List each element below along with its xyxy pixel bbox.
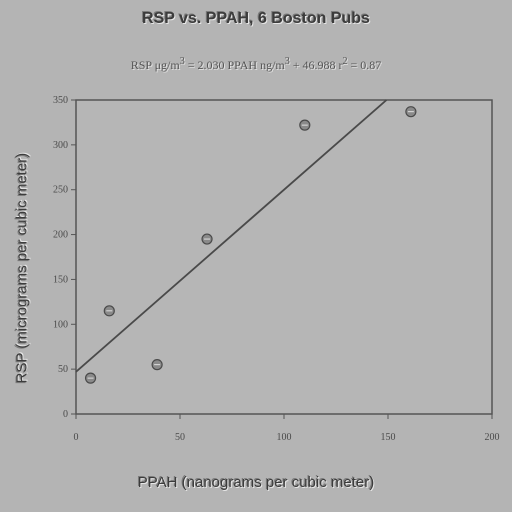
regression-line-group bbox=[75, 99, 388, 373]
y-axis-label: RSP (micrograms per cubic meter) bbox=[13, 152, 31, 384]
y-tick-label: 150 bbox=[53, 274, 68, 285]
data-point bbox=[84, 372, 97, 384]
chart-title: RSP vs. PPAH, 6 Boston Pubs bbox=[142, 10, 370, 27]
plot-area bbox=[75, 99, 493, 415]
data-point bbox=[405, 106, 417, 118]
equation-sup-2: 3 bbox=[284, 56, 290, 67]
data-point bbox=[201, 233, 213, 245]
y-tick-label: 100 bbox=[53, 319, 68, 330]
data-point bbox=[299, 119, 311, 131]
x-tick-label: 0 bbox=[74, 432, 79, 443]
y-tick-label: 350 bbox=[53, 95, 68, 106]
y-tick-label: 50 bbox=[58, 364, 68, 375]
x-tick-label: 150 bbox=[381, 432, 396, 443]
data-point bbox=[151, 359, 163, 371]
regression-equation: RSP μg/m3 = 2.030 PPAH ng/m3 + 46.988 r2… bbox=[0, 56, 512, 73]
x-tick-label: 100 bbox=[277, 432, 292, 443]
equation-sup-3: 2 bbox=[342, 56, 348, 67]
x-tick-label: 50 bbox=[175, 432, 185, 443]
x-axis-label: PPAH (nanograms per cubic meter) bbox=[137, 474, 375, 491]
y-tick-label: 0 bbox=[63, 409, 68, 420]
regression-line bbox=[75, 99, 388, 373]
data-point bbox=[103, 305, 115, 317]
y-tick-label: 250 bbox=[53, 185, 68, 196]
equation-part-1: RSP μg/m bbox=[130, 58, 180, 72]
x-tick-label: 200 bbox=[485, 432, 500, 443]
equation-part-3: + 46.988 r bbox=[289, 58, 343, 72]
x-axis: 0 50 100 150 200 bbox=[74, 414, 500, 443]
y-tick-label: 300 bbox=[53, 140, 68, 151]
y-tick-label: 200 bbox=[53, 230, 68, 241]
data-points bbox=[84, 106, 417, 384]
equation-sup-1: 3 bbox=[179, 56, 185, 67]
equation-part-4: = 0.87 bbox=[347, 58, 382, 72]
y-axis: 0 50 100 150 200 250 300 350 bbox=[53, 95, 76, 420]
equation-part-2: = 2.030 PPAH ng/m bbox=[184, 58, 285, 72]
